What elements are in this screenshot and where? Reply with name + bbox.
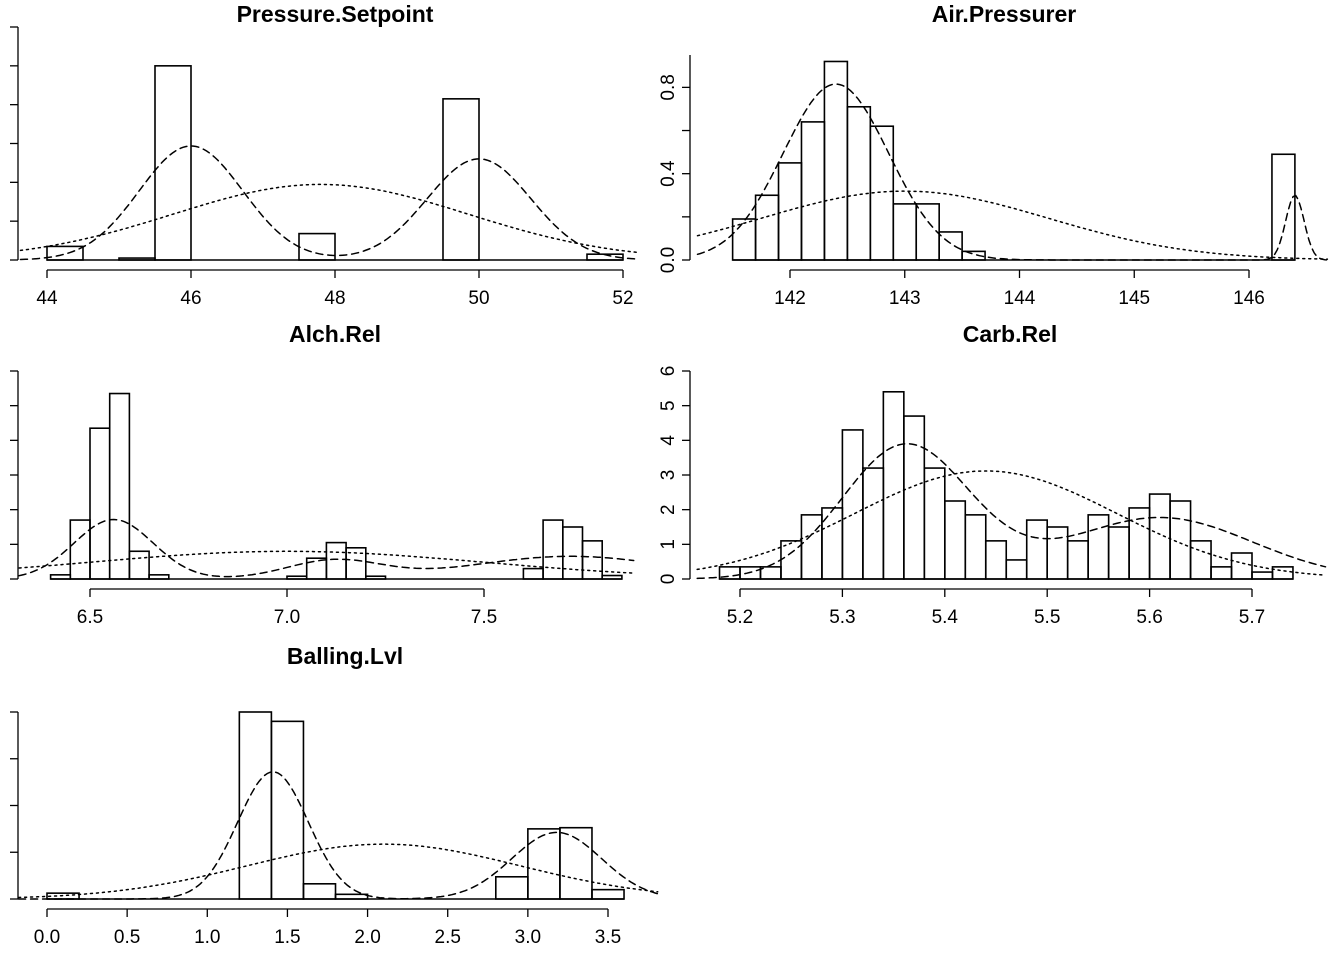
x-tick-label: 1.5 (274, 927, 300, 948)
dashed-density-curve (696, 443, 1327, 580)
panel-title: Alch.Rel (289, 321, 381, 347)
dotted-density-curve (18, 550, 635, 574)
x-tick-label: 7.0 (274, 607, 300, 628)
panel-5: Balling.Lvl 0.0 0.5 1.0 1.5 2.0 2.5 3.0 3.5 (10, 643, 659, 948)
dotted-density-curve (17, 843, 659, 899)
x-tick-label: 5.7 (1239, 607, 1265, 628)
panel-3: Alch.Rel 6.5 7.0 7.5 (10, 321, 635, 628)
x-tick-label: 50 (468, 288, 489, 309)
panel-1: Pressure.Setpoint 44 46 48 50 52 (10, 1, 640, 309)
dashed-density-curve (17, 771, 659, 900)
dotted-density-curve (696, 470, 1327, 576)
dashed-density-curve (18, 518, 635, 578)
x-tick-label: 6.5 (77, 607, 103, 628)
x-tick-label: 5.4 (932, 607, 959, 628)
x-tick-label: 52 (612, 288, 633, 309)
x-tick-label: 2.5 (435, 927, 461, 948)
x-tick-label: 146 (1233, 288, 1265, 309)
y-tick-label: 0 (658, 574, 679, 585)
panel-title: Air.Pressurer (932, 1, 1077, 27)
y-tick-label: 0.0 (658, 247, 679, 273)
dotted-density-curve (19, 183, 640, 254)
dotted-density-curve (696, 190, 1329, 260)
x-tick-label: 48 (324, 288, 345, 309)
x-tick-label: 2.0 (354, 927, 380, 948)
panel-title: Pressure.Setpoint (237, 1, 434, 27)
dashed-density-curve (696, 83, 1329, 261)
y-tick-label: 0.8 (658, 74, 679, 100)
x-tick-label: 5.6 (1136, 607, 1162, 628)
x-tick-label: 0.0 (34, 927, 60, 948)
panel-title: Carb.Rel (963, 321, 1058, 347)
y-tick-label: 1 (658, 539, 679, 550)
x-tick-label: 144 (1004, 288, 1036, 309)
y-tick-label: 4 (658, 435, 679, 446)
x-tick-label: 0.5 (114, 927, 140, 948)
panel-title: Balling.Lvl (287, 643, 403, 669)
y-tick-label: 6 (658, 366, 679, 377)
x-tick-label: 1.0 (194, 927, 220, 948)
x-tick-label: 5.2 (727, 607, 753, 628)
panel-2: Air.Pressurer 142 143 144 145 146 0.0 0.4 0.8 (658, 1, 1329, 309)
x-tick-label: 5.5 (1034, 607, 1060, 628)
panel-4: Carb.Rel 5.2 5.3 5.4 5.5 5.6 5.7 0 1 2 3 4 5 6 (658, 321, 1327, 628)
x-tick-label: 7.5 (471, 607, 497, 628)
dashed-density-curve (19, 145, 640, 261)
x-tick-label: 145 (1118, 288, 1150, 309)
x-tick-label: 5.3 (829, 607, 855, 628)
x-tick-label: 3.0 (515, 927, 541, 948)
y-tick-label: 5 (658, 400, 679, 411)
x-tick-label: 142 (774, 288, 806, 309)
y-tick-label: 3 (658, 470, 679, 481)
y-tick-label: 2 (658, 504, 679, 515)
x-tick-label: 46 (180, 288, 201, 309)
x-tick-label: 3.5 (595, 927, 621, 948)
y-tick-label: 0.4 (658, 160, 679, 187)
x-tick-label: 143 (889, 288, 921, 309)
x-tick-label: 44 (36, 288, 58, 309)
